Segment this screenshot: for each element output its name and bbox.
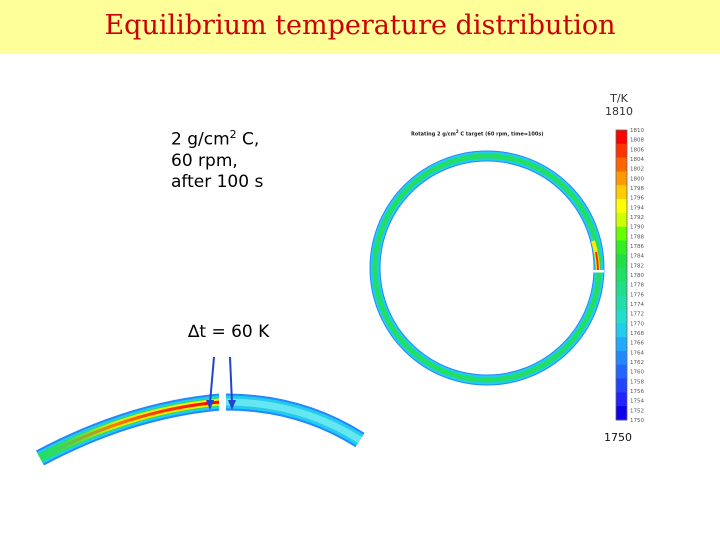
colorbar-swatch: [616, 406, 627, 421]
colorbar-tick-label: 1810: [630, 128, 644, 134]
colorbar-tick-label: 1768: [630, 331, 644, 337]
colorbar-swatch: [616, 240, 627, 255]
colorbar-tick-label: 1774: [630, 302, 644, 308]
colorbar-tick-label: 1772: [630, 312, 644, 318]
colorbar-tick-label: 1754: [630, 399, 644, 405]
colorbar-tick-label: 1762: [630, 360, 644, 366]
colorbar-tick-label: 1750: [630, 418, 644, 424]
simulation-title: Rotating 2 g/cm2 C target (60 rpm, time=…: [411, 129, 544, 138]
parameters-label: 2 g/cm2 C, 60 rpm, after 100 s: [171, 124, 263, 193]
colorbar-tick-label: 1776: [630, 292, 644, 298]
colorbar-swatch: [616, 323, 627, 338]
colorbar-tick-label: 1804: [630, 157, 644, 163]
colorbar-tick-label: 1796: [630, 196, 644, 202]
colorbar-tick-label: 1766: [630, 341, 644, 347]
colorbar-tick-label: 1792: [630, 215, 644, 221]
colorbar-tick-label: 1806: [630, 147, 644, 153]
colorbar-tick-label: 1794: [630, 205, 644, 211]
colorbar-unit-label: T/K: [610, 92, 628, 105]
colorbar-frame: [615, 129, 628, 421]
colorbar-tick-label: 1780: [630, 273, 644, 279]
ring-gap: [590, 270, 604, 273]
colorbar-swatch: [616, 350, 627, 366]
params-line-3: after 100 s: [171, 171, 264, 192]
colorbar-tick-label: 1756: [630, 389, 644, 395]
title-banner: [0, 0, 720, 54]
rotating-target-ring: [369, 150, 605, 386]
colorbar-max-label: 1810: [605, 105, 633, 118]
colorbar-tick-label: 1802: [630, 167, 644, 173]
colorbar-swatch: [616, 337, 627, 352]
colorbar-tick-label: 1784: [630, 254, 644, 260]
colorbar-tick-label: 1770: [630, 321, 644, 327]
colorbar-unit: T/K 1810: [593, 92, 645, 118]
colorbar-tick-label: 1758: [630, 379, 644, 385]
colorbar-tick-label: 1788: [630, 234, 644, 240]
colorbar-swatch: [616, 309, 627, 324]
colorbar-swatch: [616, 281, 627, 297]
delta-pointer: [206, 356, 236, 410]
colorbar-swatch: [616, 378, 627, 393]
colorbar-swatch: [616, 268, 627, 283]
colorbar-swatch: [616, 212, 627, 228]
colorbar-tick-label: 1752: [630, 408, 644, 414]
colorbar-tick-label: 1782: [630, 263, 644, 269]
slide-title: Equilibrium temperature distribution: [104, 10, 616, 41]
colorbar-tick-label: 1808: [630, 138, 644, 144]
params-line-2: 60 rpm,: [171, 150, 238, 171]
colorbar-swatch: [616, 199, 627, 214]
colorbar-tick-label: 1790: [630, 225, 644, 231]
temperature-colorbar: 1810 1808 1806 1804 1802 1800 1798 1796 1794 1792…: [616, 128, 644, 424]
colorbar-swatch: [616, 143, 627, 159]
colorbar-swatch: [616, 392, 627, 407]
zoomed-ring-arc: [36, 390, 365, 466]
colorbar-tick-label: 1800: [630, 176, 644, 182]
params-line-1: 2 g/cm2 C,: [171, 128, 260, 150]
colorbar-tick-label: 1778: [630, 283, 644, 289]
colorbar-min-label: 1750: [604, 431, 632, 444]
colorbar-swatch: [616, 226, 627, 241]
colorbar-swatch: [616, 364, 627, 380]
zoom-gap: [219, 390, 224, 414]
colorbar-swatch: [616, 185, 627, 200]
colorbar-tick-label: 1764: [630, 350, 644, 356]
colorbar-swatch: [616, 171, 627, 186]
colorbar-tick-label: 1798: [630, 186, 644, 192]
delta-t-label: ∆t = 60 K: [188, 322, 270, 342]
colorbar-swatch: [616, 130, 627, 145]
colorbar-tick-label: 1760: [630, 370, 644, 376]
colorbar-swatch: [616, 295, 627, 311]
colorbar-tick-label: 1786: [630, 244, 644, 250]
colorbar-swatch: [616, 254, 627, 269]
colorbar-swatch: [616, 157, 627, 172]
